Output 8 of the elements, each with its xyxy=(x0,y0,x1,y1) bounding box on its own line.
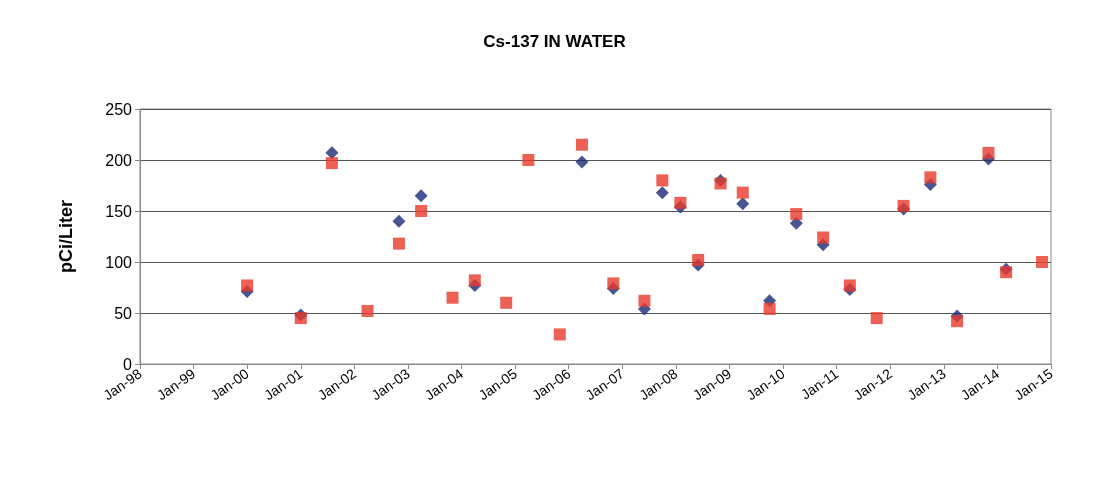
y-tick-label: 50 xyxy=(114,304,133,322)
chart-title: Cs-137 IN WATER xyxy=(483,32,626,51)
y-tick-label: 250 xyxy=(105,100,133,118)
y-tick-label: 200 xyxy=(105,151,133,169)
y-tick-label: 150 xyxy=(105,202,133,220)
y-tick-label: 0 xyxy=(123,355,133,373)
y-tick-label: 100 xyxy=(105,253,133,271)
y-axis-title: pCi/Liter xyxy=(56,199,76,274)
